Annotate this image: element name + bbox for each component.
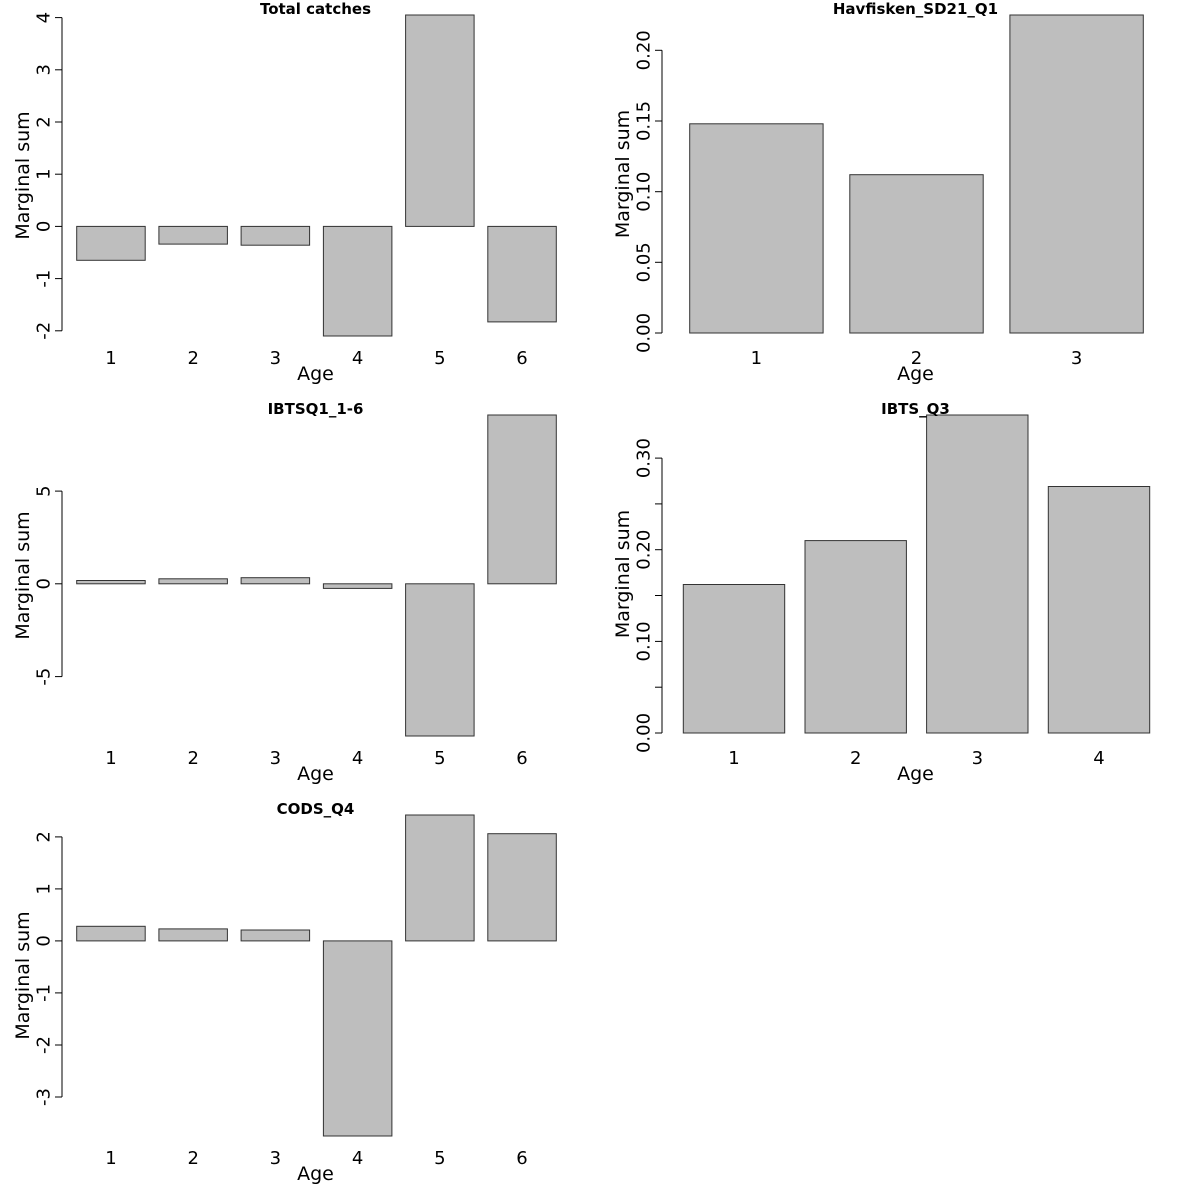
x-tick-label-5-1: 1 — [105, 1148, 116, 1169]
y-tick-label-5-2: -2 — [34, 1036, 55, 1054]
y-axis-label-5: Marginal sum — [12, 911, 34, 1039]
bar-5-5 — [405, 814, 475, 942]
y-tick-label-5-1: -3 — [34, 1088, 55, 1106]
y-tick-label-1-2: -1 — [34, 270, 55, 288]
y-tick-label-5-6: 2 — [34, 831, 55, 842]
y-tick-label-5-5: 1 — [34, 883, 55, 894]
chart-panel-2: 1 2 3 0.00 0.05 0.10 0.15 0.20 Havfisken_SD21_Q1… — [612, 0, 1144, 385]
x-tick-label-2-2: 2 — [911, 348, 922, 369]
y-axis-label-1: Marginal sum — [12, 111, 34, 239]
chart-panel-4: 1 2 3 4 0.00 0.10 0.20 0.30 IBTS_Q3 Age Marginal s… — [612, 400, 1151, 785]
y-tick-label-1-7: 4 — [34, 12, 55, 23]
y-axis-label-2: Marginal sum — [612, 110, 634, 238]
x-tick-label-1-5: 5 — [434, 348, 445, 369]
chart-title-2: Havfisken_SD21_Q1 — [833, 0, 998, 18]
bar-1-5 — [405, 14, 475, 227]
bar-1-4 — [322, 225, 393, 337]
bar-4-3 — [926, 414, 1029, 734]
x-axis-label-3: Age — [297, 763, 334, 785]
y-tick-label-5-3: -1 — [34, 984, 55, 1002]
x-tick-label-1-1: 1 — [105, 348, 116, 369]
bar-5-6 — [487, 833, 557, 942]
x-tick-label-1-6: 6 — [516, 348, 527, 369]
chart-title-1: Total catches — [260, 0, 371, 18]
y-tick-label-1-5: 2 — [34, 116, 55, 127]
bar-3-3 — [240, 577, 311, 585]
y-tick-label-3-3: 5 — [34, 485, 55, 496]
x-axis-label-1: Age — [297, 363, 334, 385]
x-tick-label-2-3: 3 — [1071, 348, 1082, 369]
bar-3-2 — [158, 578, 228, 585]
x-axis-label-2: Age — [897, 363, 934, 385]
y-tick-label-2-2: 0.05 — [634, 242, 655, 282]
x-tick-label-2-1: 1 — [751, 348, 762, 369]
bar-3-4 — [322, 583, 393, 589]
bar-5-4 — [322, 940, 393, 1137]
bar-3-5 — [405, 583, 475, 737]
bar-5-2 — [158, 928, 228, 942]
bar-3-1 — [76, 580, 146, 585]
chart-title-5: CODS_Q4 — [277, 800, 355, 818]
x-tick-label-1-3: 3 — [270, 348, 281, 369]
y-tick-label-5-4: 0 — [34, 935, 55, 946]
x-tick-label-3-1: 1 — [105, 748, 116, 769]
bar-1-3 — [240, 225, 311, 246]
x-tick-label-5-3: 3 — [270, 1148, 281, 1169]
x-axis-label-4: Age — [897, 763, 934, 785]
y-tick-label-1-4: 1 — [34, 168, 55, 179]
x-tick-label-4-3: 3 — [972, 748, 983, 769]
chart-panel-1: 1 2 3 4 5 6 -2 -1 0 1 2 3 4 Total catches Age Marginal … — [12, 0, 557, 385]
bar-1-6 — [487, 225, 557, 323]
bar-4-4 — [1047, 486, 1151, 734]
chart-title-4: IBTS_Q3 — [881, 400, 950, 418]
y-tick-label-4-1: 0.00 — [634, 713, 655, 753]
bar-2-3 — [1009, 14, 1144, 334]
bar-2-2 — [849, 174, 984, 334]
y-tick-label-4-3: 0.10 — [634, 621, 655, 661]
x-axis-label-5: Age — [297, 1163, 334, 1185]
y-tick-label-1-6: 3 — [34, 64, 55, 75]
x-tick-label-4-4: 4 — [1093, 748, 1104, 769]
x-tick-label-3-5: 5 — [434, 748, 445, 769]
x-tick-label-4-1: 1 — [728, 748, 739, 769]
y-tick-label-3-2: 0 — [34, 578, 55, 589]
x-tick-label-5-2: 2 — [187, 1148, 198, 1169]
chart-panel-3: 1 2 3 4 5 6 -5 0 5 IBTSQ1_1-6 Age Marginal sum — [12, 400, 557, 785]
x-tick-label-5-5: 5 — [434, 1148, 445, 1169]
bar-4-2 — [804, 540, 907, 734]
bar-3-6 — [487, 414, 557, 585]
x-tick-label-3-4: 4 — [352, 748, 363, 769]
x-tick-label-1-4: 4 — [352, 348, 363, 369]
x-tick-label-1-2: 2 — [187, 348, 198, 369]
bar-1-1 — [76, 225, 146, 261]
y-axis-label-3: Marginal sum — [12, 511, 34, 639]
bar-4-1 — [682, 584, 786, 734]
chart-panel-5: 1 2 3 4 5 6 -3 -2 -1 0 1 2 CODS_Q4 Age Marginal sum — [12, 800, 557, 1185]
y-axis-label-4: Marginal sum — [612, 510, 634, 638]
x-tick-label-3-6: 6 — [516, 748, 527, 769]
y-tick-label-1-1: -2 — [34, 322, 55, 340]
y-tick-label-4-5: 0.20 — [634, 530, 655, 570]
y-tick-label-1-3: 0 — [34, 221, 55, 232]
x-tick-label-5-6: 6 — [516, 1148, 527, 1169]
bar-5-1 — [76, 925, 146, 942]
chart-title-3: IBTSQ1_1-6 — [268, 400, 364, 418]
x-tick-label-3-3: 3 — [270, 748, 281, 769]
x-tick-label-3-2: 2 — [187, 748, 198, 769]
bar-5-3 — [240, 929, 311, 942]
y-tick-label-2-5: 0.20 — [634, 30, 655, 70]
y-tick-label-4-7: 0.30 — [634, 438, 655, 478]
bar-2-1 — [689, 123, 824, 334]
y-tick-label-2-3: 0.10 — [634, 172, 655, 212]
y-tick-label-3-1: -5 — [34, 668, 55, 686]
y-tick-label-2-1: 0.00 — [634, 313, 655, 353]
bar-1-2 — [158, 225, 228, 245]
x-tick-label-5-4: 4 — [352, 1148, 363, 1169]
x-tick-label-4-2: 2 — [850, 748, 861, 769]
y-tick-label-2-4: 0.15 — [634, 101, 655, 141]
